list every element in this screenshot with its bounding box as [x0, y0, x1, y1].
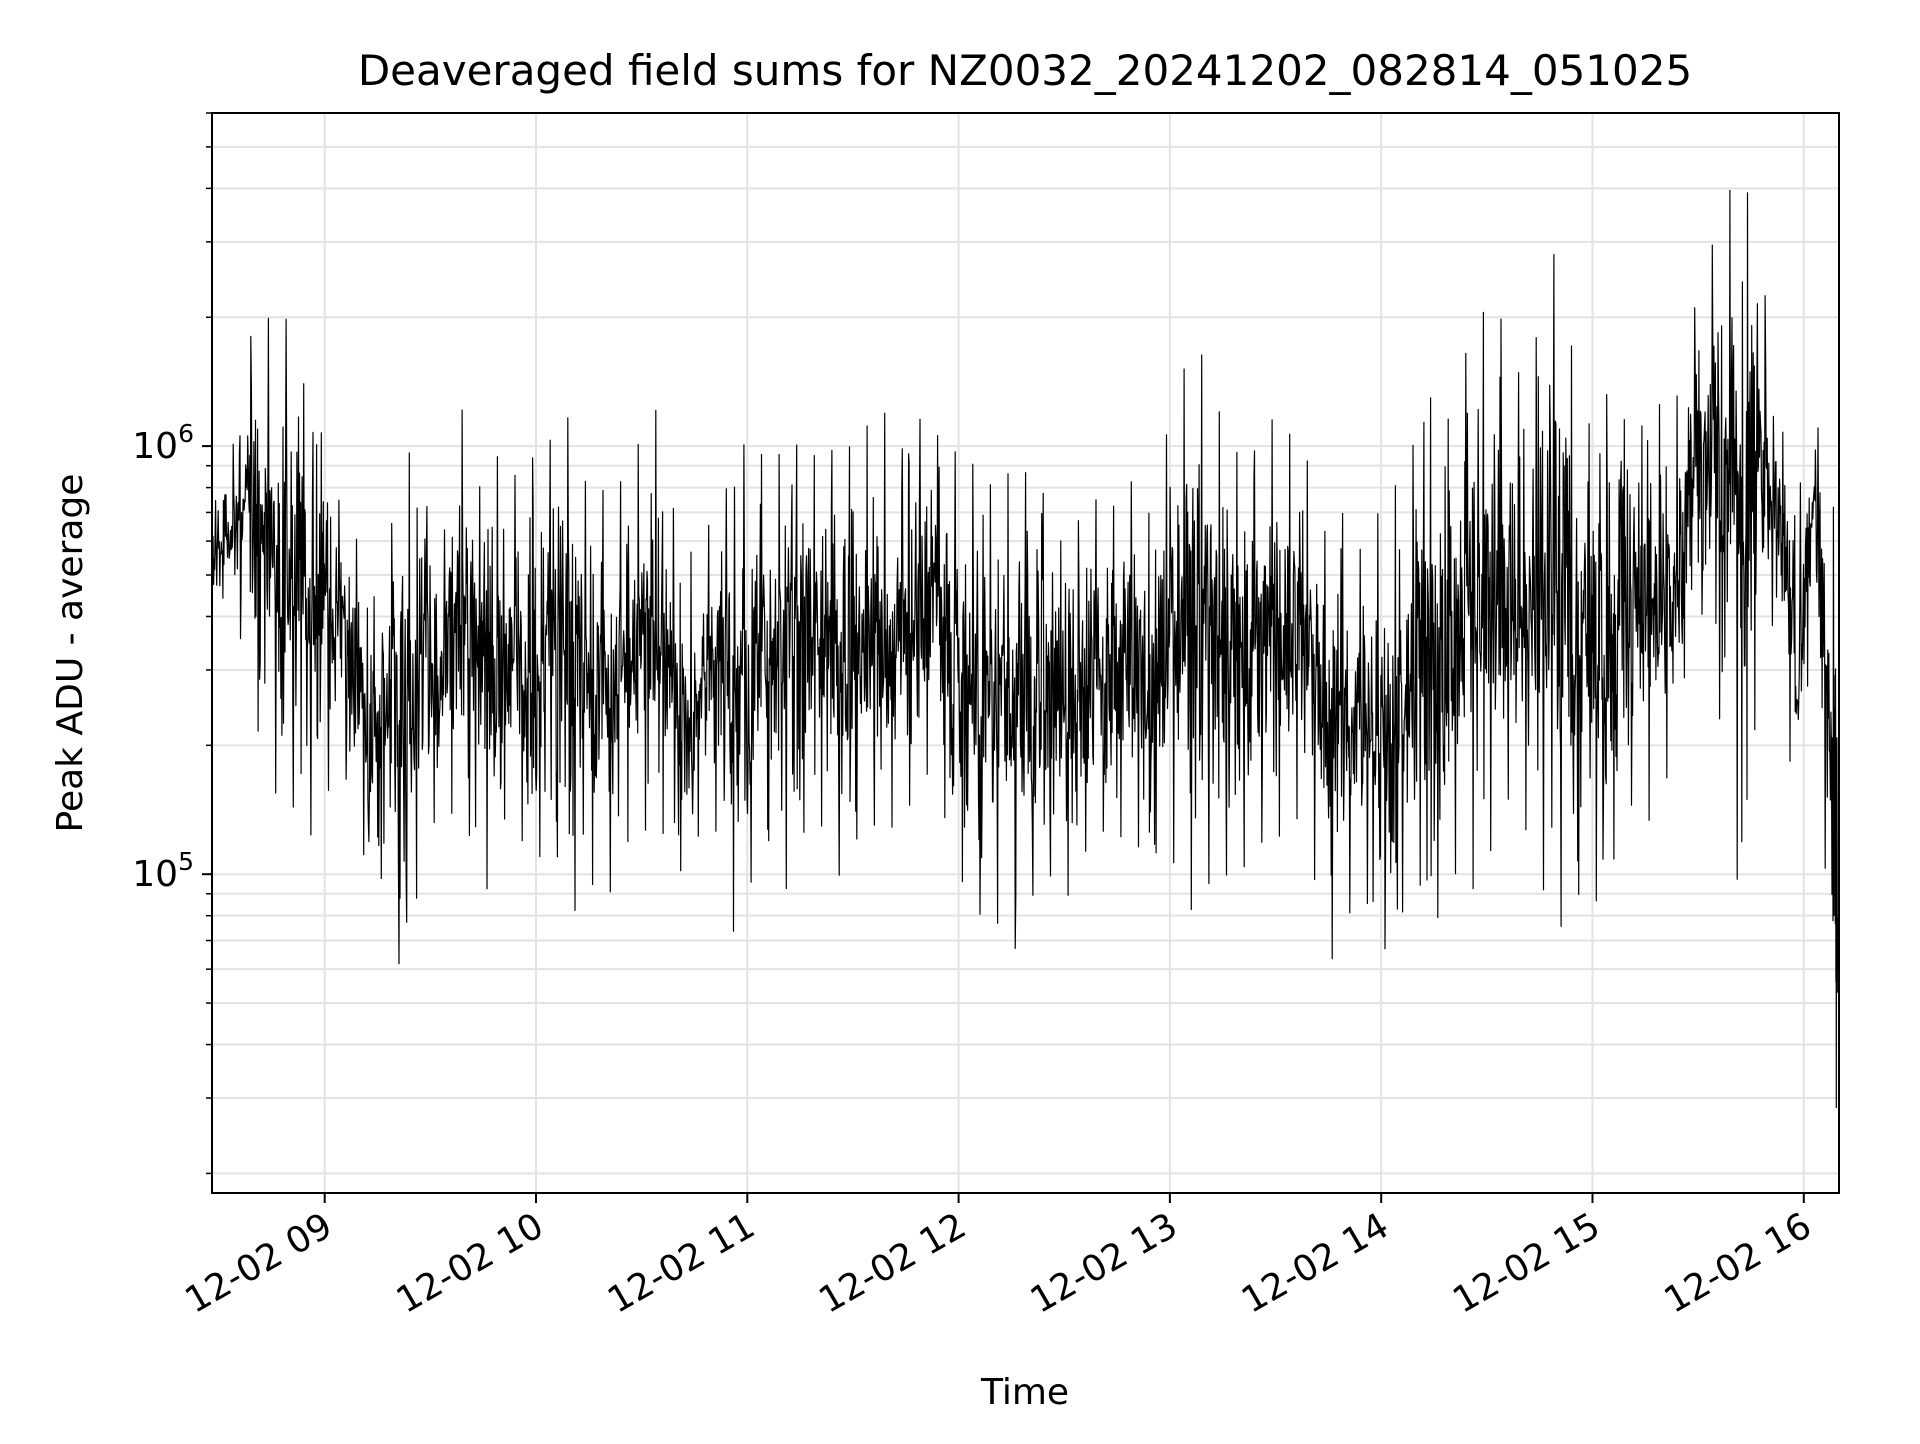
series-line	[211, 189, 1840, 1109]
y-tick-label: 106	[132, 419, 194, 467]
series-layer	[211, 189, 1840, 1109]
x-tick-label: 12-02 15	[1446, 1205, 1607, 1321]
plot-frame	[211, 112, 1840, 1194]
y-axis: 105 106	[132, 112, 212, 1175]
y-tick-label: 105	[132, 847, 194, 895]
chart-title: Deaveraged field sums for NZ0032_2024120…	[358, 46, 1692, 95]
x-tick-label: 12-02 10	[390, 1205, 551, 1321]
x-axis-label: Time	[980, 1372, 1069, 1413]
x-tick-label: 12-02 16	[1658, 1205, 1819, 1321]
x-tick-label: 12-02 14	[1235, 1205, 1396, 1321]
x-tick-label: 12-02 11	[601, 1205, 762, 1321]
y-axis-label: Peak ADU - average	[50, 474, 91, 833]
x-axis: 12-02 09 12-02 10 12-02 11 12-02 12 12-02 13…	[179, 1193, 1819, 1322]
x-tick-label: 12-02 09	[179, 1205, 340, 1321]
x-tick-label: 12-02 13	[1024, 1205, 1185, 1321]
x-tick-label: 12-02 12	[812, 1205, 973, 1321]
